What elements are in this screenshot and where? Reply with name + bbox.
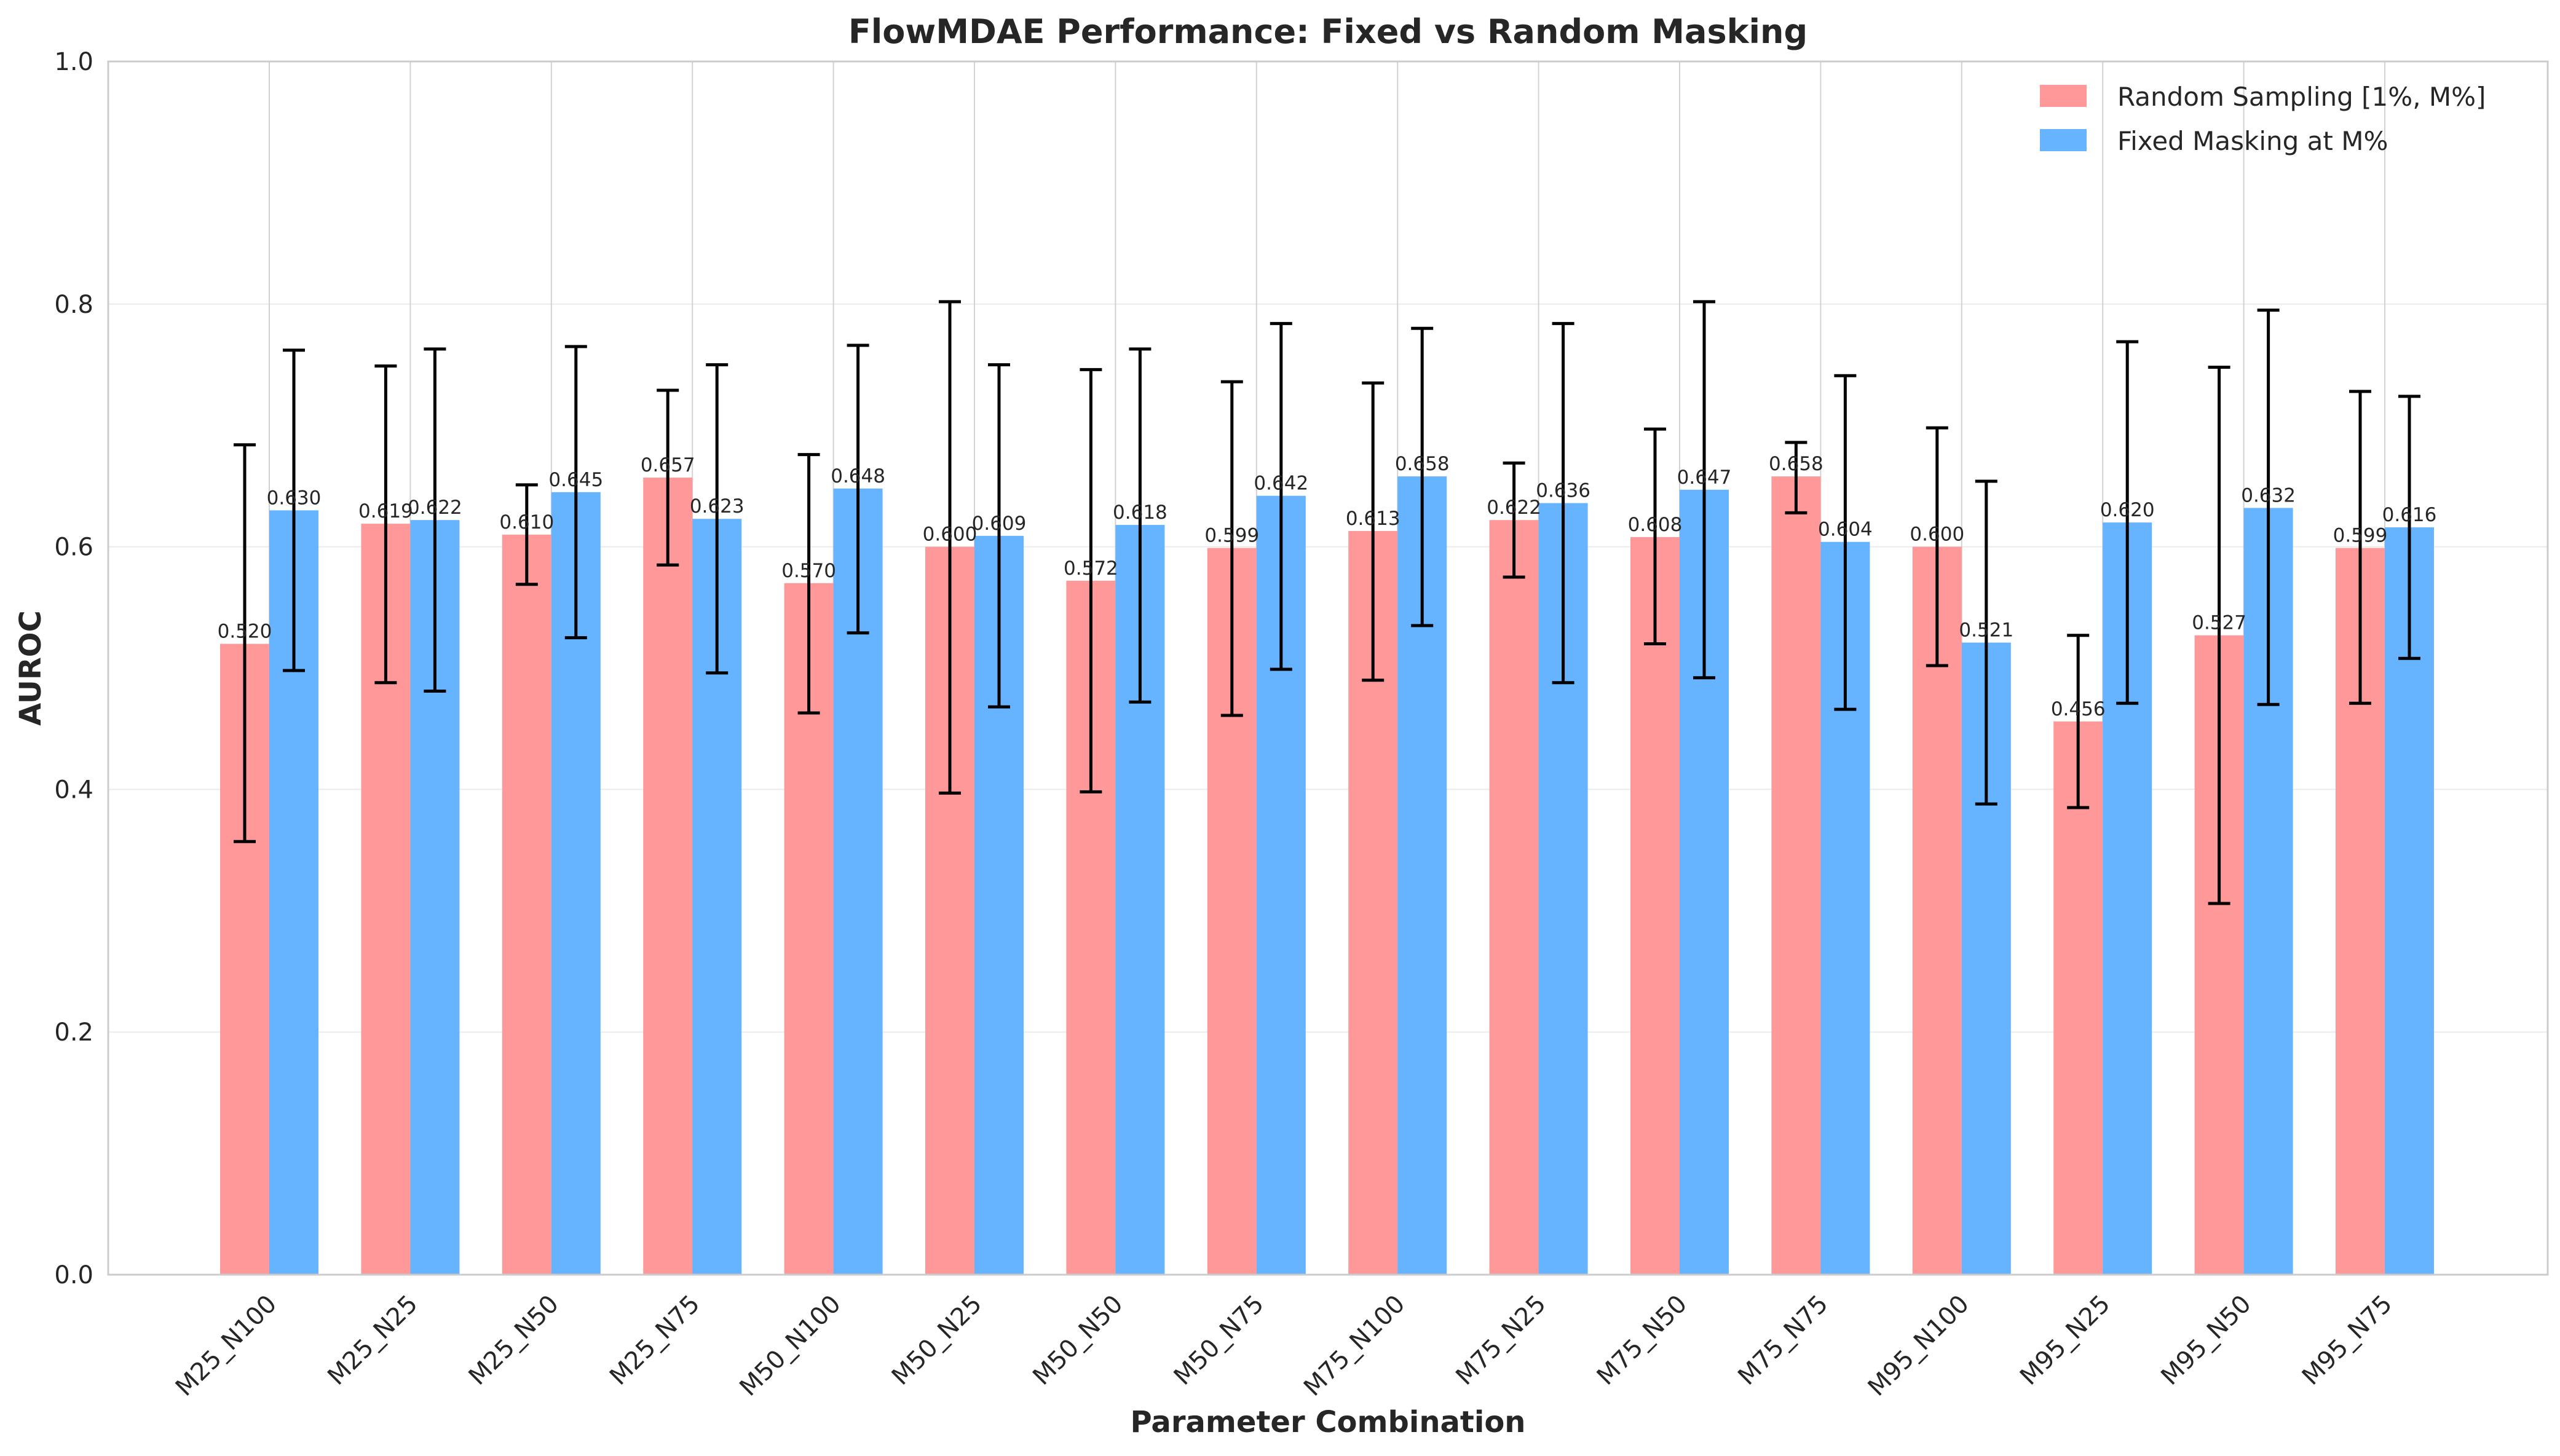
bar-random	[1912, 546, 1962, 1275]
data-label: 0.604	[1818, 519, 1873, 541]
data-label: 0.600	[1910, 524, 1964, 546]
data-label: 0.645	[548, 469, 603, 491]
data-label: 0.623	[690, 495, 745, 517]
data-label: 0.622	[1487, 497, 1541, 519]
y-axis: 0.0 0.2 0.4 0.6 0.8 1.0	[54, 48, 93, 1289]
data-labels-layer: 0.520 0.619 0.610 0.657 0.570 0.600 0.572 0.599…	[218, 453, 2437, 720]
data-label: 0.619	[358, 500, 413, 522]
data-label: 0.609	[972, 513, 1027, 535]
x-axis-title: Parameter Combination	[1131, 1405, 1526, 1439]
legend-label-fixed: Fixed Masking at M%	[2117, 126, 2388, 156]
data-label: 0.616	[2382, 504, 2437, 526]
data-label: 0.648	[831, 465, 885, 487]
data-label: 0.572	[1064, 557, 1118, 580]
bar-random	[2053, 721, 2103, 1275]
y-tick-label: 0.8	[54, 291, 93, 319]
data-label: 0.599	[2333, 525, 2388, 547]
legend-label-random: Random Sampling [1%, M%]	[2117, 82, 2486, 112]
data-label: 0.527	[2192, 612, 2246, 634]
y-axis-title: AUROC	[14, 610, 48, 726]
data-label: 0.521	[1959, 620, 2013, 642]
legend-swatch-random	[2040, 85, 2087, 107]
bar-random	[1489, 520, 1539, 1275]
data-label: 0.456	[2051, 698, 2106, 720]
data-label: 0.658	[1769, 453, 1823, 475]
y-tick-label: 0.2	[54, 1018, 93, 1047]
data-label: 0.642	[1254, 473, 1308, 495]
data-label: 0.600	[923, 524, 978, 546]
bar-random	[1771, 476, 1821, 1275]
errorbars-layer	[234, 300, 2420, 905]
data-label: 0.620	[2100, 499, 2155, 521]
data-label: 0.618	[1113, 502, 1167, 524]
data-label: 0.657	[641, 454, 695, 476]
y-tick-label: 0.6	[54, 533, 93, 562]
data-label: 0.622	[408, 497, 462, 519]
legend: Random Sampling [1%, M%] Fixed Masking a…	[2040, 82, 2486, 156]
y-tick-label: 0.0	[54, 1261, 93, 1289]
data-label: 0.632	[2241, 484, 2296, 506]
legend-swatch-fixed	[2040, 129, 2087, 151]
data-label: 0.599	[1204, 525, 1259, 547]
data-label: 0.647	[1677, 466, 1732, 489]
data-label: 0.658	[1395, 453, 1450, 475]
data-label: 0.630	[267, 487, 322, 509]
y-tick-label: 0.4	[54, 776, 93, 804]
bar-random	[1630, 537, 1680, 1275]
plot-frame	[107, 60, 2549, 1276]
data-label: 0.613	[1346, 508, 1400, 530]
y-tick-label: 1.0	[54, 48, 93, 76]
chart-title: FlowMDAE Performance: Fixed vs Random Ma…	[848, 12, 1807, 51]
bar-random	[502, 534, 551, 1275]
data-label: 0.610	[499, 511, 554, 533]
data-label: 0.636	[1536, 480, 1590, 502]
data-label: 0.570	[781, 560, 836, 582]
data-label: 0.608	[1628, 514, 1683, 536]
bar-random	[643, 478, 693, 1275]
data-label: 0.520	[218, 621, 272, 643]
